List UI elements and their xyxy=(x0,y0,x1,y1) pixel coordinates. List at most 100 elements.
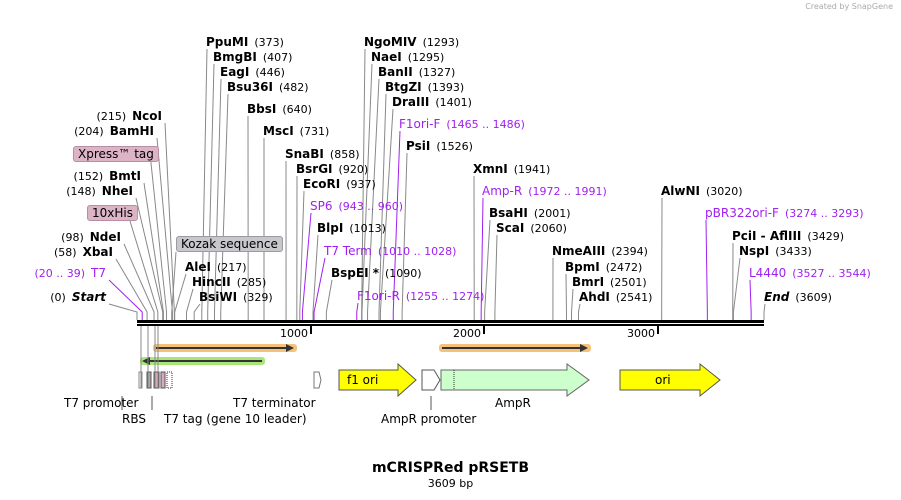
site-name: NgoMIV xyxy=(364,35,417,49)
site-name: XbaI xyxy=(82,245,113,259)
feature-box-xpress-tag[interactable]: Xpress™ tag xyxy=(73,146,159,162)
site-label-start[interactable]: (0) Start xyxy=(44,290,106,305)
site-label-bmri[interactable]: BmrI (2501) xyxy=(572,275,653,290)
site-position: (3020) xyxy=(706,185,743,198)
site-name: BamHI xyxy=(109,124,154,138)
site-label-bpmi[interactable]: BpmI (2472) xyxy=(565,260,648,275)
site-label-xmni[interactable]: XmnI (1941) xyxy=(473,162,556,177)
rbs-feature xyxy=(146,371,152,389)
ruler-label-1000: 1000 xyxy=(280,327,308,340)
site-name: T7 xyxy=(91,266,106,280)
site-position: (1941) xyxy=(513,163,551,176)
site-label-nspi[interactable]: NspI (3433) xyxy=(739,244,818,259)
feature-box-10xhis[interactable]: 10xHis xyxy=(87,205,138,221)
site-label-alwni[interactable]: AlwNI (3020) xyxy=(661,184,749,199)
site-connector xyxy=(123,243,155,320)
t7-tag-label: T7 tag (gene 10 leader) xyxy=(164,412,307,426)
site-name: XmnI xyxy=(473,162,508,176)
site-connector xyxy=(108,303,138,320)
site-label-eagi[interactable]: EagI (446) xyxy=(220,65,291,80)
site-label-psii[interactable]: PsiI (1526) xyxy=(406,139,479,154)
site-position: (1327) xyxy=(418,66,456,79)
site-label-ndei[interactable]: (98) NdeI xyxy=(55,230,121,245)
site-position: (3609) xyxy=(795,291,832,304)
site-label-f1ori-r[interactable]: F1ori-R (1255 .. 1274) xyxy=(357,289,490,304)
site-connector xyxy=(201,48,208,320)
site-position: (2060) xyxy=(530,222,567,235)
site-label-nmeaiii[interactable]: NmeAIII (2394) xyxy=(552,244,654,259)
site-label-btgzi[interactable]: BtgZI (1393) xyxy=(385,80,470,95)
site-name: MscI xyxy=(263,124,294,138)
site-position: (204) xyxy=(74,125,104,138)
site-connector xyxy=(301,212,312,320)
site-label-pcii-afliii[interactable]: PciI - AflIII (3429) xyxy=(732,229,850,244)
site-label-bbsi[interactable]: BbsI (640) xyxy=(247,102,318,117)
f1-ori-label: f1 ori xyxy=(347,373,379,387)
site-label-bspei-[interactable]: BspEI * (1090) xyxy=(331,266,428,281)
site-label-bmti[interactable]: (152) BmtI xyxy=(68,169,141,184)
site-connector xyxy=(361,63,373,320)
site-label-scai[interactable]: ScaI (2060) xyxy=(496,221,573,236)
ruler-label-2000: 2000 xyxy=(453,327,481,340)
ampr-label: AmpR xyxy=(495,396,531,410)
site-label-ppumi[interactable]: PpuMI (373) xyxy=(206,35,290,50)
site-label-bamhi[interactable]: (204) BamHI xyxy=(68,124,154,139)
site-label-t7-term[interactable]: T7 Term (1010 .. 1028) xyxy=(324,244,462,259)
site-label-bmgbi[interactable]: BmgBI (407) xyxy=(213,50,298,65)
site-position: (217) xyxy=(217,261,247,274)
site-label-bsiwi[interactable]: BsiWI (329) xyxy=(199,290,279,305)
site-label-msci[interactable]: MscI (731) xyxy=(263,124,335,139)
site-label-l4440[interactable]: L4440 (3527 .. 3544) xyxy=(749,266,877,281)
site-label-pbr322ori-f[interactable]: pBR322ori-F (3274 .. 3293) xyxy=(705,206,870,221)
site-position: (1393) xyxy=(427,81,465,94)
feature-box-kozak-sequence[interactable]: Kozak sequence xyxy=(176,236,283,252)
site-label-bsu36i[interactable]: Bsu36I (482) xyxy=(227,80,315,95)
site-connector xyxy=(186,288,194,320)
ori-label: ori xyxy=(655,373,671,387)
site-name: NspI xyxy=(739,244,770,258)
ruler-label-3000: 3000 xyxy=(627,327,655,340)
site-label-sp6[interactable]: SP6 (943 .. 960) xyxy=(310,199,409,214)
site-label-banii[interactable]: BanII (1327) xyxy=(378,65,461,80)
site-label-f1ori-f[interactable]: F1ori-F (1465 .. 1486) xyxy=(399,117,531,132)
site-connector xyxy=(108,279,143,320)
site-connector xyxy=(150,161,168,320)
site-connector xyxy=(299,190,305,320)
site-position: (1465 .. 1486) xyxy=(446,118,525,131)
site-label-end[interactable]: End (3609) xyxy=(764,290,838,305)
site-connector xyxy=(135,197,164,320)
site-position: (3274 .. 3293) xyxy=(784,207,864,220)
site-label-blpi[interactable]: BlpI (1013) xyxy=(317,221,392,236)
site-label-alei[interactable]: AleI (217) xyxy=(185,260,253,275)
site-label-nhei[interactable]: (148) NheI xyxy=(60,184,133,199)
site-name: PciI - AflIII xyxy=(732,229,802,243)
site-label-amp-r[interactable]: Amp-R (1972 .. 1991) xyxy=(482,184,613,199)
site-name: BsiWI xyxy=(199,290,238,304)
site-name: BlpI xyxy=(317,221,344,235)
site-label-ngomiv[interactable]: NgoMIV (1293) xyxy=(364,35,465,50)
site-label-bsahi[interactable]: BsaHI (2001) xyxy=(489,206,576,221)
site-label-snabi[interactable]: SnaBI (858) xyxy=(285,147,366,162)
plasmid-length: 3609 bp xyxy=(427,477,474,490)
backbone-top xyxy=(137,320,764,323)
site-connector xyxy=(401,152,408,320)
site-connector xyxy=(732,257,741,320)
t7-promoter-label: T7 promoter xyxy=(64,396,139,410)
site-label-draiii[interactable]: DraIII (1401) xyxy=(392,95,478,110)
site-connector xyxy=(763,303,766,320)
site-label-ahdi[interactable]: AhdI (2541) xyxy=(579,290,658,305)
site-label-xbai[interactable]: (58) XbaI xyxy=(48,245,113,260)
site-name: NcoI xyxy=(132,109,162,123)
site-lines xyxy=(108,48,766,320)
site-label-bsrgi[interactable]: BsrGI (920) xyxy=(296,162,374,177)
site-label-t7[interactable]: (20 .. 39) T7 xyxy=(28,266,106,281)
site-label-ncoi[interactable]: (215) NcoI xyxy=(91,109,162,124)
site-name: BmrI xyxy=(572,275,605,289)
site-position: (937) xyxy=(346,178,376,191)
site-label-hincii[interactable]: HincII (285) xyxy=(192,275,272,290)
site-label-ecori[interactable]: EcoRI (937) xyxy=(303,177,382,192)
site-position: (2501) xyxy=(610,276,647,289)
xpress-feature xyxy=(160,371,166,389)
site-label-naei[interactable]: NaeI (1295) xyxy=(371,50,450,65)
